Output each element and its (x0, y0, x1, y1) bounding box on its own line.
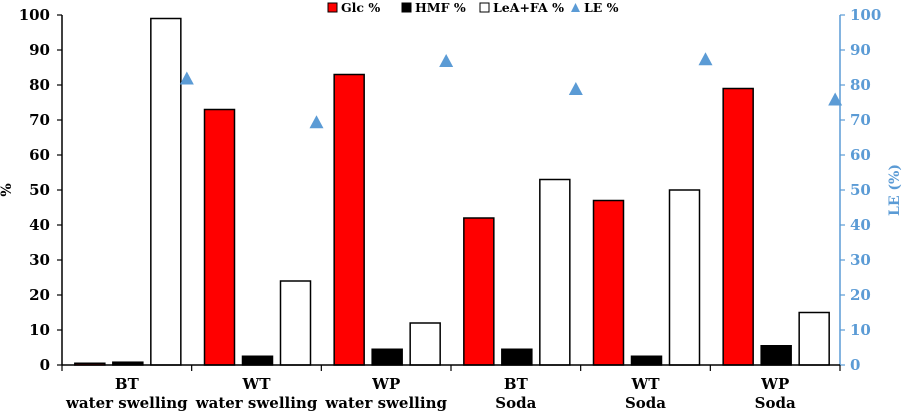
le-marker-4 (568, 82, 583, 95)
y2-axis-title: LE (%) (887, 164, 903, 216)
right-tick-label: 40 (850, 216, 871, 234)
right-tick-label: 70 (850, 111, 871, 129)
bar-lea-fa-2 (279, 280, 312, 366)
bar-glc-4 (463, 217, 495, 366)
left-tick-label: 100 (19, 6, 50, 24)
bar-lea-fa-1 (150, 17, 182, 366)
legend-swatch-glc (327, 2, 338, 13)
right-tick-label: 20 (850, 286, 871, 304)
bars-layer (74, 17, 830, 366)
bar-lea-fa-4 (539, 178, 571, 366)
left-tick-label: 20 (29, 286, 50, 304)
x-tick-label: BT water swelling (65, 375, 188, 412)
x-tick-label-line: Soda (755, 394, 796, 412)
left-tick-label: 80 (29, 76, 50, 94)
x-tick-label-line: WT (630, 375, 660, 393)
legend: Glc % HMF % LeA+FA % LE % (327, 0, 619, 15)
legend-label-le: LE % (584, 0, 619, 15)
x-tick-label-line: Soda (495, 394, 536, 412)
legend-label-hmf: HMF % (415, 0, 466, 15)
bar-hmf-2 (241, 355, 274, 366)
legend-swatch-hmf (401, 2, 412, 13)
x-tick-label: WT Soda (625, 375, 666, 412)
x-tick-label: WP Soda (755, 375, 796, 412)
x-tick-label-line: BT (115, 375, 140, 393)
left-tick-label: 0 (40, 356, 50, 374)
right-tick-label: 100 (850, 6, 881, 24)
legend-label-lea-fa: LeA+FA % (493, 0, 564, 15)
le-marker-6 (828, 92, 843, 106)
legend-label-glc: Glc % (341, 0, 380, 15)
right-tick-label: 60 (850, 146, 871, 164)
left-tick-label: 50 (29, 181, 50, 199)
bar-glc-6 (722, 87, 754, 366)
markers-layer (179, 52, 843, 129)
x-tick-label-line: water swelling (324, 394, 447, 412)
x-tick-label: BT Soda (495, 375, 536, 412)
le-marker-2 (309, 115, 324, 129)
axes-layer: 0 10 20 30 40 50 60 70 80 90 100 0 10 20 30 40 50 60 70 80 9… (0, 6, 903, 412)
right-tick-label: 30 (850, 251, 871, 269)
left-tick-label: 60 (29, 146, 50, 164)
x-tick-label-line: water swelling (195, 394, 318, 412)
left-tick-label: 30 (29, 251, 50, 269)
x-tick-label-line: BT (504, 375, 529, 393)
x-tick-label-line: water swelling (65, 394, 188, 412)
left-tick-label: 40 (29, 216, 50, 234)
right-tick-label: 90 (850, 41, 871, 59)
right-tick-label: 0 (850, 356, 860, 374)
legend-swatch-lea-fa (479, 2, 490, 13)
bar-lea-fa-6 (798, 311, 830, 366)
x-tick-label-line: WP (371, 375, 400, 393)
bar-lea-fa-5 (668, 189, 701, 366)
right-tick-label: 80 (850, 76, 871, 94)
bar-hmf-5 (630, 355, 663, 366)
le-marker-5 (698, 52, 713, 66)
left-tick-label: 90 (29, 41, 50, 59)
bar-hmf-3 (371, 348, 403, 366)
left-tick-label: 10 (29, 321, 50, 339)
bar-glc-2 (203, 108, 236, 366)
x-tick-label-line: WT (241, 375, 271, 393)
x-tick-label-line: WP (760, 375, 789, 393)
bar-hmf-4 (501, 348, 533, 366)
bar-hmf-6 (760, 345, 792, 366)
left-tick-label: 70 (29, 111, 50, 129)
x-tick-label-line: Soda (625, 394, 666, 412)
right-tick-label: 50 (850, 181, 871, 199)
bar-lea-fa-3 (409, 322, 441, 366)
legend-swatch-le (571, 3, 580, 12)
le-marker-1 (179, 71, 194, 85)
bar-glc-3 (333, 73, 365, 366)
right-tick-label: 10 (850, 321, 871, 339)
bar-glc-5 (592, 199, 625, 366)
x-tick-label: WT water swelling (195, 375, 318, 412)
x-tick-label: WP water swelling (324, 375, 447, 412)
y-axis-title: % (0, 183, 15, 196)
le-marker-3 (439, 54, 454, 67)
